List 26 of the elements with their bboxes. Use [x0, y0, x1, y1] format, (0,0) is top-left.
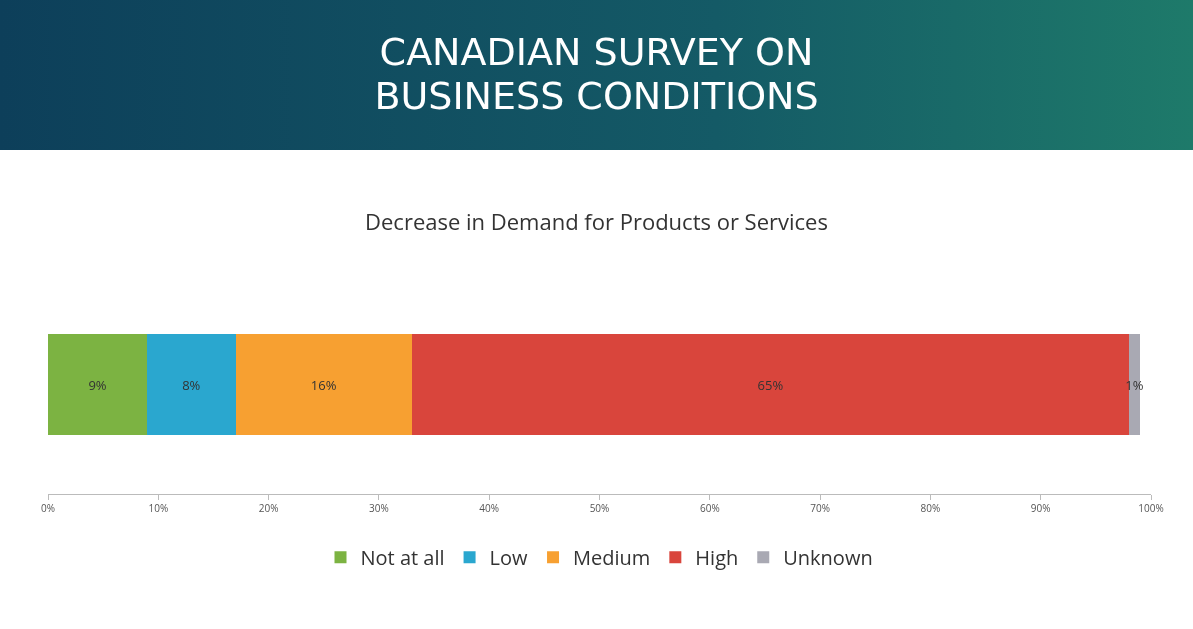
x-tick-label: 100%	[1138, 501, 1164, 515]
chart-subtitle: Decrease in Demand for Products or Services	[365, 205, 828, 236]
chart-title: CANADIAN SURVEY ON BUSINESS CONDITIONS	[373, 30, 820, 119]
x-tick-label: 0%	[41, 501, 55, 515]
bar	[235, 334, 412, 435]
x-tick-label: 40%	[479, 501, 500, 515]
bar	[147, 334, 236, 435]
data-label: 16%	[310, 375, 337, 394]
x-tick-label: 30%	[369, 501, 389, 515]
legend-label: Low	[489, 544, 529, 572]
bar	[48, 334, 148, 435]
data-label: 8%	[182, 375, 201, 394]
legend-label: Not at all	[360, 544, 445, 572]
x-tick-label: 80%	[920, 501, 941, 515]
x-tick-label: 90%	[1030, 501, 1051, 515]
x-tick-label: 10%	[148, 501, 169, 515]
legend-label: Unknown	[783, 544, 873, 572]
bar	[411, 334, 1129, 435]
legend-label: Medium	[573, 544, 651, 572]
x-tick-label: 20%	[258, 501, 279, 515]
legend-label: High	[695, 544, 739, 572]
x-tick-label: 70%	[810, 501, 830, 515]
x-tick-label: 60%	[699, 501, 720, 515]
data-label: 9%	[88, 375, 107, 394]
x-tick-label: 50%	[589, 501, 610, 515]
data-label: 65%	[757, 375, 784, 394]
